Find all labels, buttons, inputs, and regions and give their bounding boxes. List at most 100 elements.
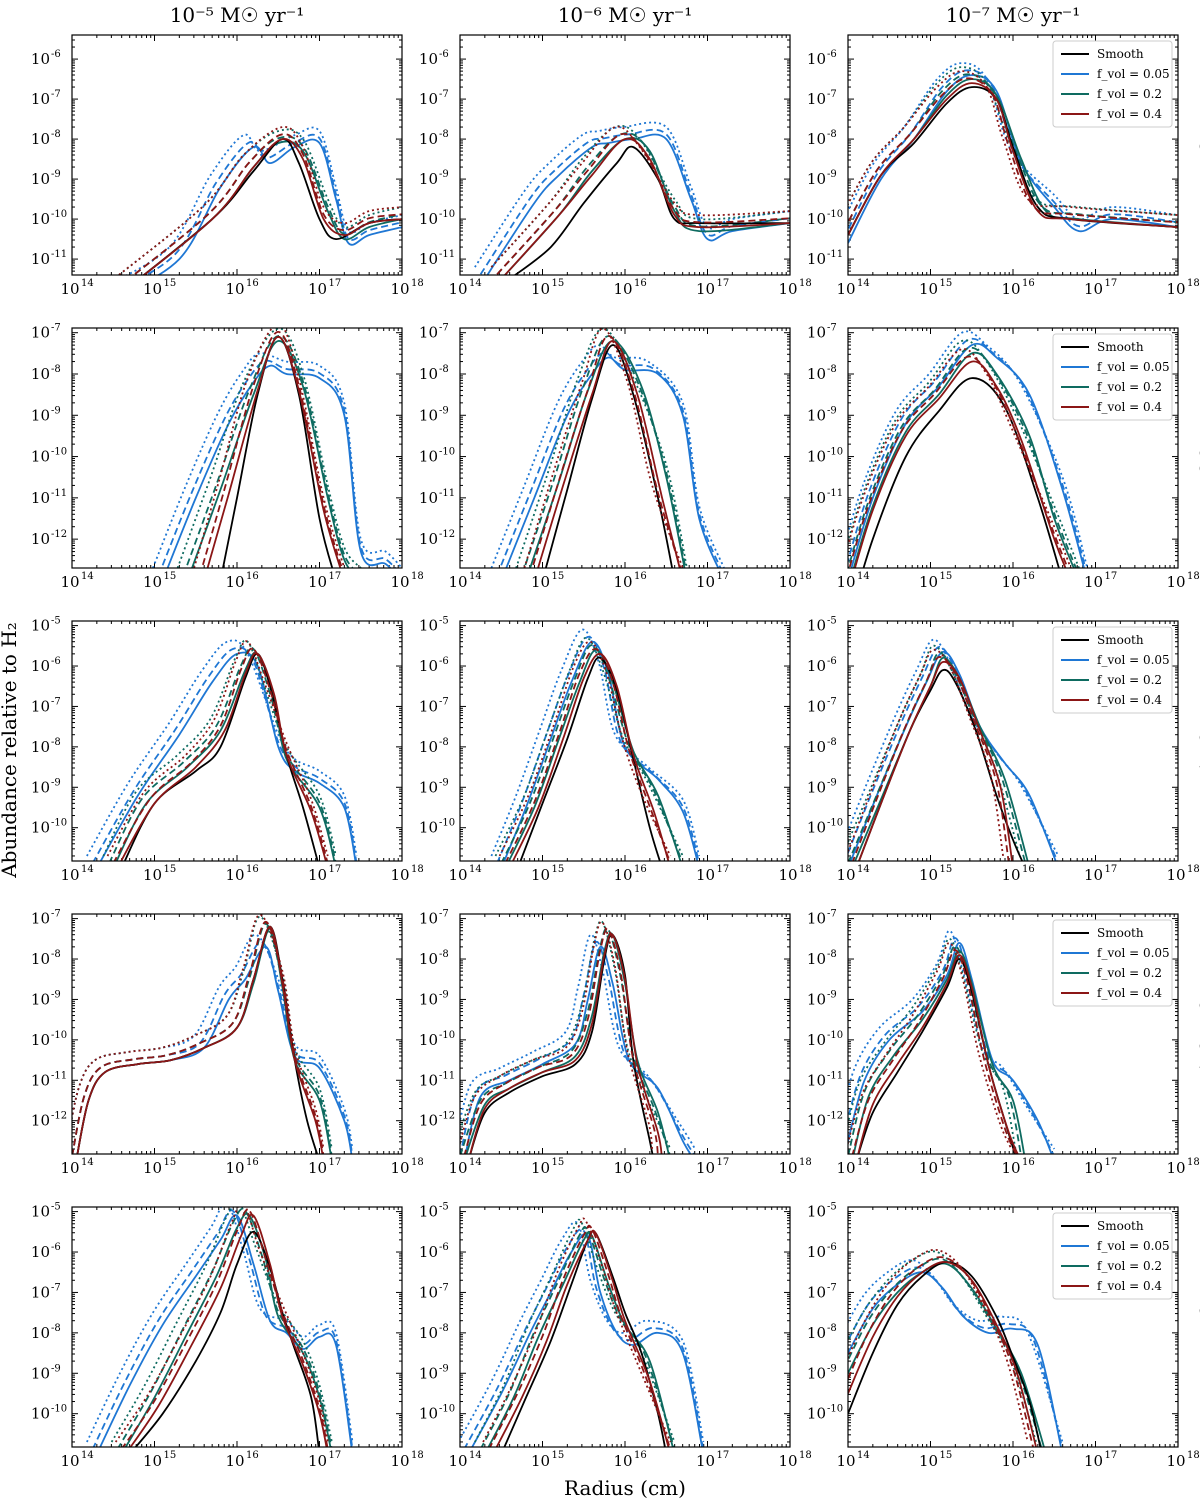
- series-line: [115, 651, 336, 861]
- x-tick-label: 10: [531, 573, 550, 591]
- y-tick-label: 10: [807, 657, 826, 675]
- column-title-1: 10⁻⁵ M☉ yr⁻¹: [170, 3, 305, 27]
- y-tick-label: 10: [31, 250, 50, 268]
- plot-area: [848, 1248, 1064, 1447]
- x-tick-exponent: 16: [634, 1157, 647, 1168]
- y-tick-exponent: -8: [51, 364, 61, 375]
- y-tick-exponent: -9: [827, 1363, 837, 1374]
- y-tick-label: 10: [419, 1031, 438, 1049]
- y-tick-label: 10: [419, 170, 438, 188]
- series-line: [132, 133, 402, 275]
- y-tick-exponent: -8: [439, 949, 449, 960]
- series-line: [76, 925, 324, 1154]
- legend: Smooth f_vol = 0.05 f_vol = 0.2 f_vol = 0.4: [1052, 333, 1173, 421]
- x-tick-label: 10: [60, 1159, 79, 1177]
- y-tick-exponent: -7: [51, 323, 61, 334]
- x-tick-label: 10: [836, 1452, 855, 1470]
- y-tick-label: 10: [807, 910, 826, 928]
- y-tick-label: 10: [419, 950, 438, 968]
- panel-frame: [847, 620, 1179, 862]
- y-tick-exponent: -11: [51, 1070, 67, 1081]
- series-line: [490, 125, 790, 268]
- y-tick-exponent: -7: [51, 1282, 61, 1293]
- y-tick-label: 10: [31, 530, 50, 548]
- x-tick-exponent: 14: [81, 1450, 94, 1461]
- ticks: [71, 1207, 403, 1447]
- series-line: [511, 652, 670, 861]
- x-tick-exponent: 16: [246, 571, 259, 582]
- x-tick-exponent: 18: [1187, 1157, 1200, 1168]
- y-tick-label: 10: [807, 250, 826, 268]
- x-tick-exponent: 16: [1022, 571, 1035, 582]
- y-tick-exponent: -7: [439, 89, 449, 100]
- plot-area: [460, 1217, 705, 1447]
- y-tick-label: 10: [807, 1203, 826, 1221]
- plot-area: [848, 929, 1056, 1154]
- legend-label: f_vol = 0.2: [1097, 673, 1162, 687]
- y-tick-label: 10: [31, 324, 50, 342]
- x-tick-exponent: 16: [246, 864, 259, 875]
- series-line: [848, 1248, 1029, 1443]
- series-line: [849, 650, 1057, 861]
- y-tick-label: 10: [419, 697, 438, 715]
- legend-label: Smooth: [1097, 340, 1144, 354]
- x-tick-exponent: 18: [1187, 278, 1200, 289]
- x-tick-label: 10: [696, 866, 715, 884]
- y-tick-label: 10: [31, 448, 50, 466]
- row-label: C₄H₂: [1195, 1303, 1200, 1352]
- series-line: [850, 342, 1085, 568]
- y-tick-exponent: -12: [51, 529, 67, 540]
- y-tick-label: 10: [419, 210, 438, 228]
- x-tick-label: 10: [1166, 280, 1185, 298]
- y-tick-label: 10: [419, 1071, 438, 1089]
- series-line: [848, 330, 1089, 568]
- x-tick-exponent: 16: [634, 571, 647, 582]
- series-line: [479, 128, 790, 275]
- y-tick-label: 10: [807, 170, 826, 188]
- series-line: [515, 328, 688, 568]
- series-line: [499, 351, 722, 568]
- y-tick-exponent: -10: [51, 209, 67, 220]
- series-line: [848, 929, 1056, 1150]
- y-tick-label: 10: [31, 1324, 50, 1342]
- plot-area: [490, 628, 701, 861]
- x-tick-exponent: 14: [857, 1450, 870, 1461]
- x-tick-exponent: 15: [940, 1157, 953, 1168]
- x-tick-label: 10: [613, 1452, 632, 1470]
- y-tick-exponent: -10: [51, 818, 67, 829]
- x-tick-exponent: 16: [634, 864, 647, 875]
- x-tick-label: 10: [778, 866, 797, 884]
- series-line: [848, 937, 1017, 1150]
- y-tick-label: 10: [807, 1071, 826, 1089]
- x-tick-exponent: 16: [1022, 1157, 1035, 1168]
- x-tick-label: 10: [919, 280, 938, 298]
- panel-frame: [847, 327, 1179, 569]
- x-tick-exponent: 14: [469, 571, 482, 582]
- ticks: [71, 34, 403, 276]
- y-tick-exponent: -6: [439, 49, 449, 60]
- series-line: [109, 646, 337, 861]
- legend-label: f_vol = 0.4: [1097, 107, 1162, 121]
- y-tick-exponent: -6: [827, 49, 837, 60]
- series-line: [848, 1256, 1034, 1447]
- x-tick-exponent: 17: [717, 571, 730, 582]
- series-line: [72, 920, 325, 1154]
- series-line: [474, 121, 790, 268]
- plot-area: [86, 1207, 354, 1447]
- x-tick-exponent: 17: [717, 1157, 730, 1168]
- series-line: [482, 1217, 672, 1443]
- y-tick-exponent: -10: [439, 1030, 455, 1041]
- y-tick-exponent: -8: [439, 364, 449, 375]
- x-tick-label: 10: [696, 280, 715, 298]
- y-tick-exponent: -8: [439, 1323, 449, 1334]
- y-tick-label: 10: [31, 990, 50, 1008]
- y-tick-exponent: -9: [439, 405, 449, 416]
- series-line: [497, 636, 700, 861]
- x-tick-exponent: 15: [164, 1157, 177, 1168]
- y-tick-label: 10: [807, 448, 826, 466]
